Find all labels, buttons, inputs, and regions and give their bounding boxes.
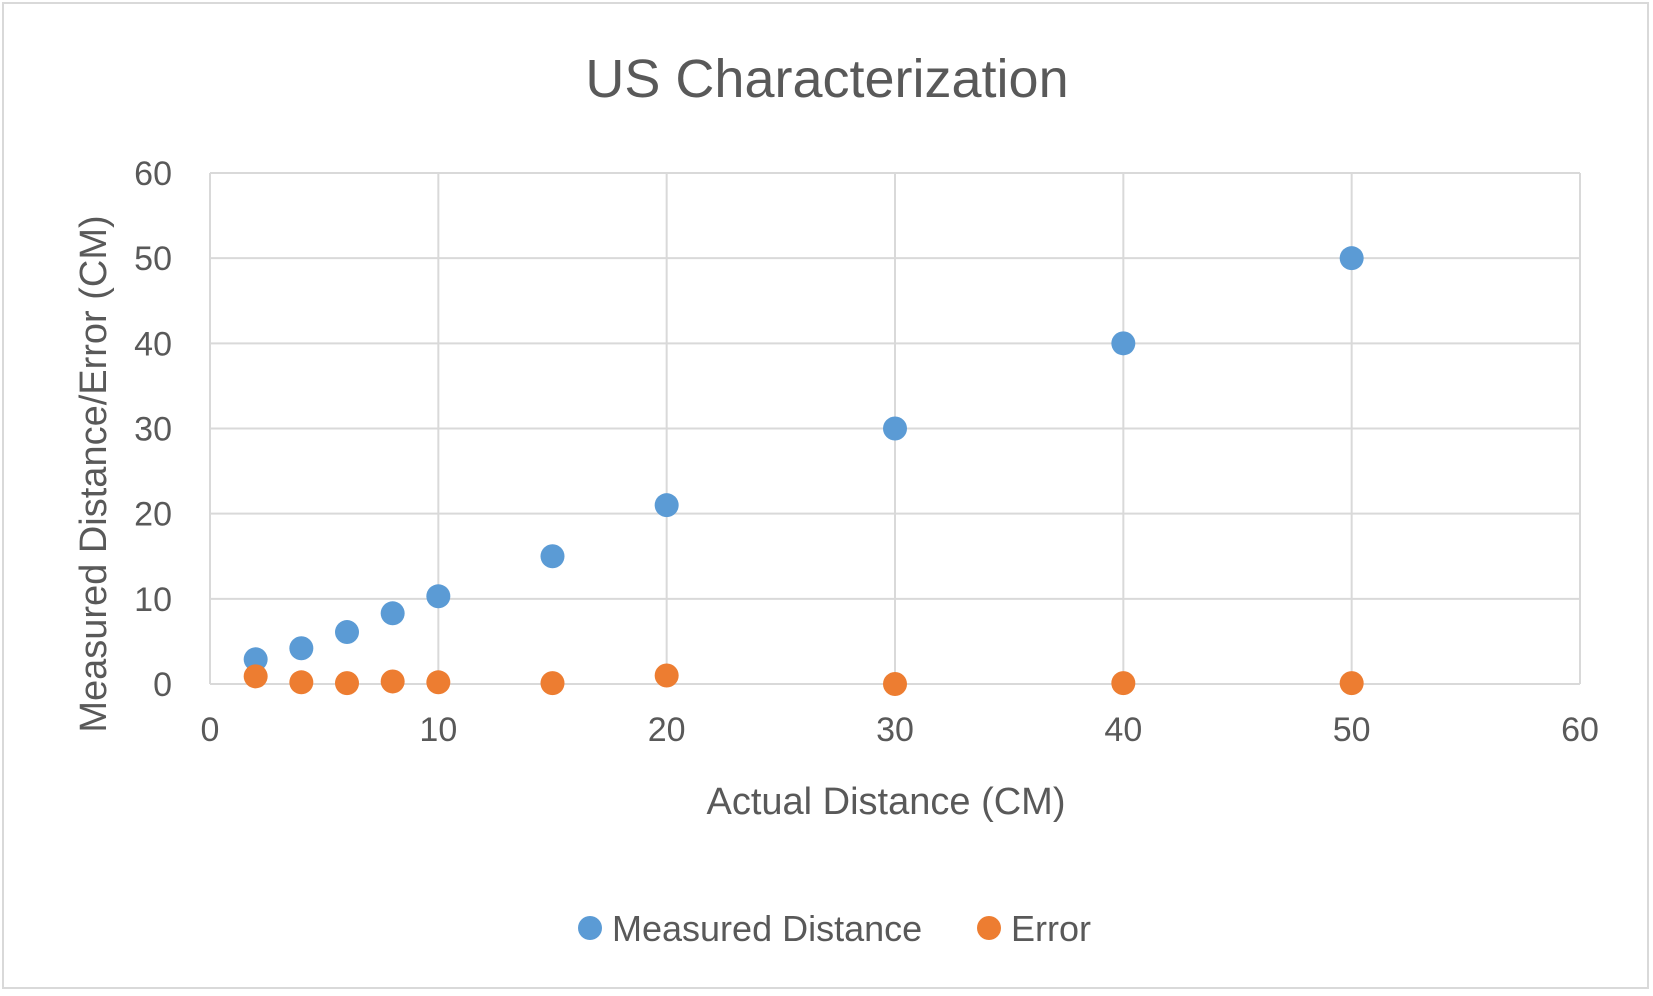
legend-marker-measured-distance	[578, 916, 602, 940]
tick-labels: 0 10 20 30 40 50 60 0 10 20 30 40 50 60	[134, 155, 1599, 749]
error-point	[243, 664, 268, 689]
y-tick-label: 20	[134, 496, 172, 534]
legend-label-error: Error	[1011, 908, 1091, 949]
error-point	[289, 670, 314, 695]
error-point	[380, 669, 405, 694]
measured-distance-point	[243, 647, 268, 672]
y-axis-title: Measured Distance/Error (CM)	[73, 215, 115, 732]
x-tick-label: 60	[1561, 711, 1599, 749]
measured-distance-point	[335, 620, 359, 645]
data-points	[243, 246, 1364, 696]
measured-distance-point	[540, 544, 565, 569]
x-tick-label: 30	[876, 711, 914, 749]
error-point	[654, 663, 679, 688]
measured-distance-point	[289, 636, 314, 661]
x-tick-label: 10	[419, 711, 457, 749]
legend-label-measured-distance: Measured Distance	[612, 908, 922, 949]
measured-distance-point	[883, 416, 907, 441]
error-point	[1111, 671, 1136, 696]
scatter-chart: US Characterization 0 10 20 30 40 50 60 0 10 20 30…	[73, 49, 1599, 949]
measured-distance-point	[1111, 331, 1136, 356]
x-tick-label: 20	[648, 711, 686, 749]
measured-distance-point	[426, 584, 451, 609]
legend: Measured Distance Error	[578, 908, 1091, 949]
x-axis-title: Actual Distance (CM)	[707, 781, 1066, 823]
chart-title: US Characterization	[585, 49, 1068, 109]
error-point	[426, 670, 451, 695]
measured-distance-point	[1339, 246, 1364, 271]
y-tick-label: 0	[153, 666, 172, 704]
measured-distance-point	[654, 493, 679, 518]
y-tick-label: 40	[134, 325, 172, 363]
error-point	[335, 671, 359, 696]
x-tick-label: 50	[1333, 711, 1371, 749]
y-tick-label: 30	[134, 411, 172, 449]
x-tick-label: 0	[201, 711, 220, 749]
error-point	[883, 672, 907, 696]
error-point	[540, 671, 565, 696]
legend-marker-error	[977, 916, 1001, 940]
y-tick-label: 60	[134, 155, 172, 193]
error-point	[1339, 671, 1364, 696]
y-tick-label: 50	[134, 240, 172, 278]
x-tick-label: 40	[1104, 711, 1142, 749]
measured-distance-point	[380, 601, 405, 626]
y-tick-label: 10	[134, 581, 172, 619]
